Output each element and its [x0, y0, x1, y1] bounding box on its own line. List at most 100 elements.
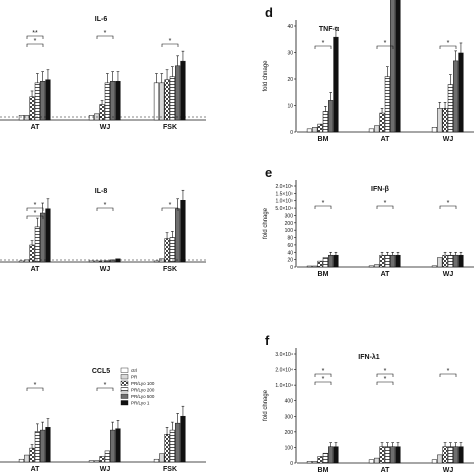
significance-label: * — [322, 368, 325, 375]
bar — [328, 446, 334, 464]
bar — [442, 108, 448, 133]
bar — [159, 453, 165, 463]
bar — [94, 260, 100, 263]
bar — [45, 208, 51, 263]
significance-label: * — [322, 200, 325, 207]
significance-bracket — [26, 215, 44, 219]
panel-2: IL-8AT WJ FSK* * ** — [0, 188, 206, 273]
bar — [180, 60, 186, 121]
bar — [333, 254, 339, 268]
significance-label: * — [169, 38, 172, 45]
y-tick-label: 3.0×10⁴ — [275, 352, 293, 358]
bar — [453, 60, 459, 133]
y-tick-label: 300 — [285, 414, 294, 420]
y-tick-label: 1.0×10⁴ — [275, 383, 293, 389]
y-tick-label: 300 — [285, 213, 294, 219]
y-tick-label: 0 — [290, 461, 293, 467]
significance-bracket — [161, 207, 179, 211]
significance-label: * — [104, 202, 107, 209]
bar — [458, 52, 464, 133]
bar — [99, 104, 105, 121]
bar — [99, 260, 105, 263]
y-tick-label: 30 — [287, 51, 293, 57]
bar — [153, 458, 160, 463]
significance-bracket — [376, 45, 394, 49]
bar — [437, 257, 443, 268]
bar — [175, 422, 181, 463]
legend-swatch — [120, 374, 129, 380]
y-tick-label: 100 — [285, 228, 294, 234]
panel-letter: e — [265, 165, 272, 180]
bar — [24, 115, 30, 121]
legend-swatch — [120, 400, 129, 406]
legend-swatch — [120, 380, 129, 386]
y-tick-label: 40 — [287, 250, 293, 256]
bar — [115, 258, 121, 263]
bar — [29, 96, 35, 121]
bar — [333, 446, 339, 464]
bar — [431, 265, 438, 268]
legend-label: ctrl — [131, 368, 137, 373]
category-label: AT — [31, 466, 41, 473]
bar — [110, 429, 116, 463]
significance-bracket — [26, 387, 44, 391]
y-tick-label: 1.5×10⁵ — [275, 191, 293, 197]
significance-bracket — [376, 205, 394, 209]
bar — [169, 76, 175, 121]
panel-1: IL-6AT WJ FSK** ** * — [0, 16, 206, 131]
category-label: AT — [381, 467, 391, 474]
category-label: BM — [318, 271, 329, 278]
chart-title: TNF-α — [319, 26, 340, 33]
y-tick-label: 20 — [287, 77, 293, 83]
bar — [379, 254, 385, 268]
bar — [395, 446, 401, 464]
bar — [153, 260, 160, 263]
significance-label: * — [34, 382, 37, 389]
significance-label: * — [447, 368, 450, 375]
bar — [384, 76, 390, 133]
significance-label: * — [104, 30, 107, 37]
y-tick-label: 100 — [285, 445, 294, 451]
bar — [45, 79, 51, 121]
bar — [24, 259, 30, 263]
significance-bracket — [376, 373, 394, 377]
bar — [164, 434, 170, 463]
significance-label: * — [447, 200, 450, 207]
panel-letter: d — [265, 5, 273, 20]
bar — [29, 244, 35, 263]
bar — [374, 125, 380, 133]
bar — [322, 111, 328, 133]
bar — [312, 127, 318, 133]
significance-label: * — [384, 376, 387, 383]
bar — [306, 461, 313, 464]
bar — [24, 454, 30, 463]
y-axis-label: fold chnage — [263, 389, 269, 421]
significance-bracket — [314, 373, 332, 377]
significance-label: * — [384, 200, 387, 207]
chart-title: CCL5 — [92, 368, 110, 375]
bar — [18, 260, 25, 263]
bar — [458, 446, 464, 464]
bar — [153, 82, 160, 121]
significance-bracket — [439, 373, 457, 377]
panel-4: d TNF-α 40 30 20 10 0 fold chnage BM AT WJ * * * — [263, 0, 474, 143]
y-tick-label: 2.0×10⁴ — [275, 368, 293, 374]
bar — [374, 264, 380, 268]
category-label: WJ — [443, 271, 454, 278]
y-tick-label: 400 — [285, 399, 294, 405]
bar — [368, 265, 375, 268]
bar — [390, 446, 396, 464]
y-tick-label: 5.0×10⁴ — [275, 206, 293, 212]
bar — [18, 115, 25, 121]
bar — [322, 257, 328, 268]
bar — [169, 237, 175, 263]
bar — [180, 200, 186, 263]
bar — [447, 84, 453, 133]
chart-title: IL-8 — [95, 188, 108, 195]
significance-label: * — [384, 40, 387, 47]
significance-bracket — [439, 205, 457, 209]
chart-title: IL-6 — [95, 16, 108, 23]
bar — [40, 212, 46, 263]
significance-bracket — [26, 207, 44, 211]
